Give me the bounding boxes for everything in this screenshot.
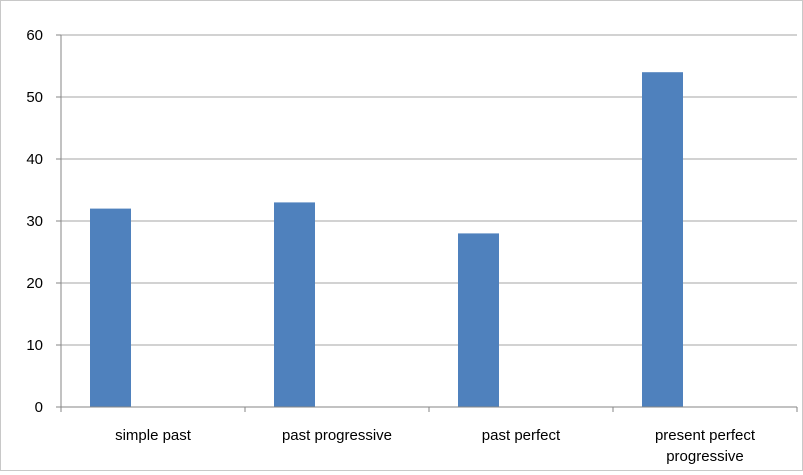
x-tick-label-line: progressive	[666, 448, 744, 465]
bars	[90, 72, 683, 407]
y-tick-label-0: 0	[35, 399, 43, 416]
y-tick-label-50: 50	[26, 89, 43, 106]
x-tick-label-line: present perfect	[655, 427, 756, 444]
x-axis-tick-labels: simple past past progressive past perfect p…	[115, 427, 756, 465]
y-tick-label-10: 10	[26, 337, 43, 354]
x-tick-label-2: past progressive	[282, 427, 392, 444]
bar-1	[90, 208, 131, 407]
y-tick-label-30: 30	[26, 213, 43, 230]
bar-3	[458, 233, 499, 407]
x-tick-label-line: past progressive	[282, 427, 392, 444]
axes	[56, 34, 798, 412]
x-tick-label-line: simple past	[115, 427, 192, 444]
x-tick-label-line: past perfect	[482, 427, 561, 444]
x-tick-label-4: present perfect progressive	[655, 427, 756, 465]
y-tick-label-60: 60	[26, 27, 43, 44]
x-tick-label-1: simple past	[115, 427, 192, 444]
y-axis-tick-labels: 0 10 20 30 40 50 60	[26, 27, 43, 416]
y-tick-label-20: 20	[26, 275, 43, 292]
x-tick-label-3: past perfect	[482, 427, 561, 444]
bar-2	[274, 202, 315, 407]
y-tick-label-40: 40	[26, 151, 43, 168]
bar-4	[642, 72, 683, 407]
gridlines	[61, 34, 797, 346]
